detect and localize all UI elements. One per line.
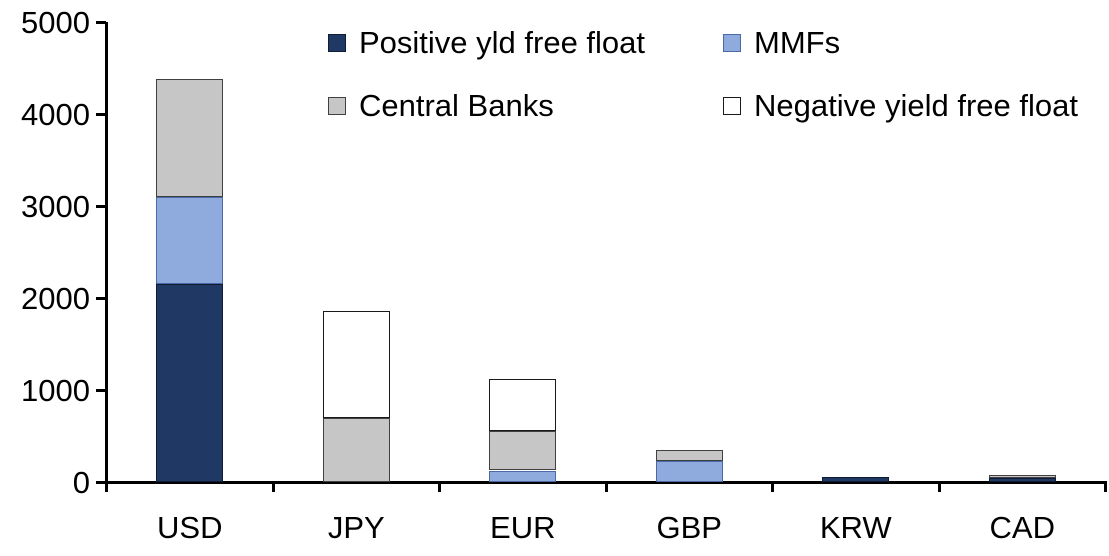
bar-gbp-segment-central-banks <box>655 449 723 461</box>
category-label-eur: EUR <box>490 510 556 545</box>
y-tick-label-2000: 2000 <box>21 281 90 316</box>
y-tick-0 <box>96 480 106 484</box>
legend-label: Negative yield free float <box>754 88 1078 123</box>
y-axis-line <box>105 22 108 484</box>
y-tick-label-0: 0 <box>72 465 90 500</box>
legend-item-mmfs: MMFs <box>723 27 840 58</box>
y-tick-label-5000: 5000 <box>21 5 90 40</box>
y-tick-1000 <box>96 388 106 392</box>
x-tick-4 <box>771 482 774 492</box>
y-tick-4000 <box>96 112 106 116</box>
bar-eur-segment-negative-yield-free-float <box>489 378 557 432</box>
y-tick-5000 <box>96 20 106 24</box>
y-tick-label-4000: 4000 <box>21 97 90 132</box>
bar-usd-segment-positive-yld-free-float <box>156 284 224 482</box>
y-tick-label-1000: 1000 <box>21 373 90 408</box>
legend-label: Positive yld free float <box>359 25 646 60</box>
bar-cad-segment-central-banks <box>988 475 1056 478</box>
x-tick-5 <box>937 482 941 492</box>
legend-label: MMFs <box>754 25 841 60</box>
category-label-gbp: GBP <box>656 510 722 545</box>
bar-eur-segment-central-banks <box>489 431 557 471</box>
legend-swatch-negative-yield-free-float <box>723 96 741 115</box>
bar-jpy-segment-central-banks <box>322 417 390 482</box>
x-tick-1 <box>271 482 275 492</box>
x-tick-6 <box>1104 482 1107 492</box>
bar-krw-segment-positive-yld-free-float <box>822 476 890 482</box>
bar-eur-segment-mmfs <box>489 470 557 482</box>
bar-usd-segment-central-banks <box>156 79 224 197</box>
bar-jpy-segment-negative-yield-free-float <box>322 310 390 418</box>
legend-swatch-central-banks <box>328 96 346 115</box>
y-tick-3000 <box>96 204 106 208</box>
category-label-usd: USD <box>157 510 223 545</box>
category-label-jpy: JPY <box>327 510 385 545</box>
x-tick-3 <box>604 482 608 492</box>
x-tick-2 <box>438 482 441 492</box>
bar-cad-segment-positive-yld-free-float <box>988 477 1056 482</box>
legend-item-central-banks: Central Banks <box>328 90 554 121</box>
legend-label: Central Banks <box>359 88 554 123</box>
x-tick-0 <box>105 482 108 492</box>
bar-gbp-segment-mmfs <box>655 460 723 482</box>
legend-item-positive-yld-free-float: Positive yld free float <box>328 27 645 58</box>
y-tick-label-3000: 3000 <box>21 189 90 224</box>
legend-swatch-mmfs <box>723 33 741 52</box>
legend-swatch-positive-yld-free-float <box>328 33 346 52</box>
bar-usd-segment-mmfs <box>156 196 224 285</box>
category-label-krw: KRW <box>819 510 892 545</box>
y-tick-2000 <box>96 296 106 300</box>
legend-item-negative-yield-free-float: Negative yield free float <box>723 90 1078 121</box>
category-label-cad: CAD <box>989 510 1055 545</box>
